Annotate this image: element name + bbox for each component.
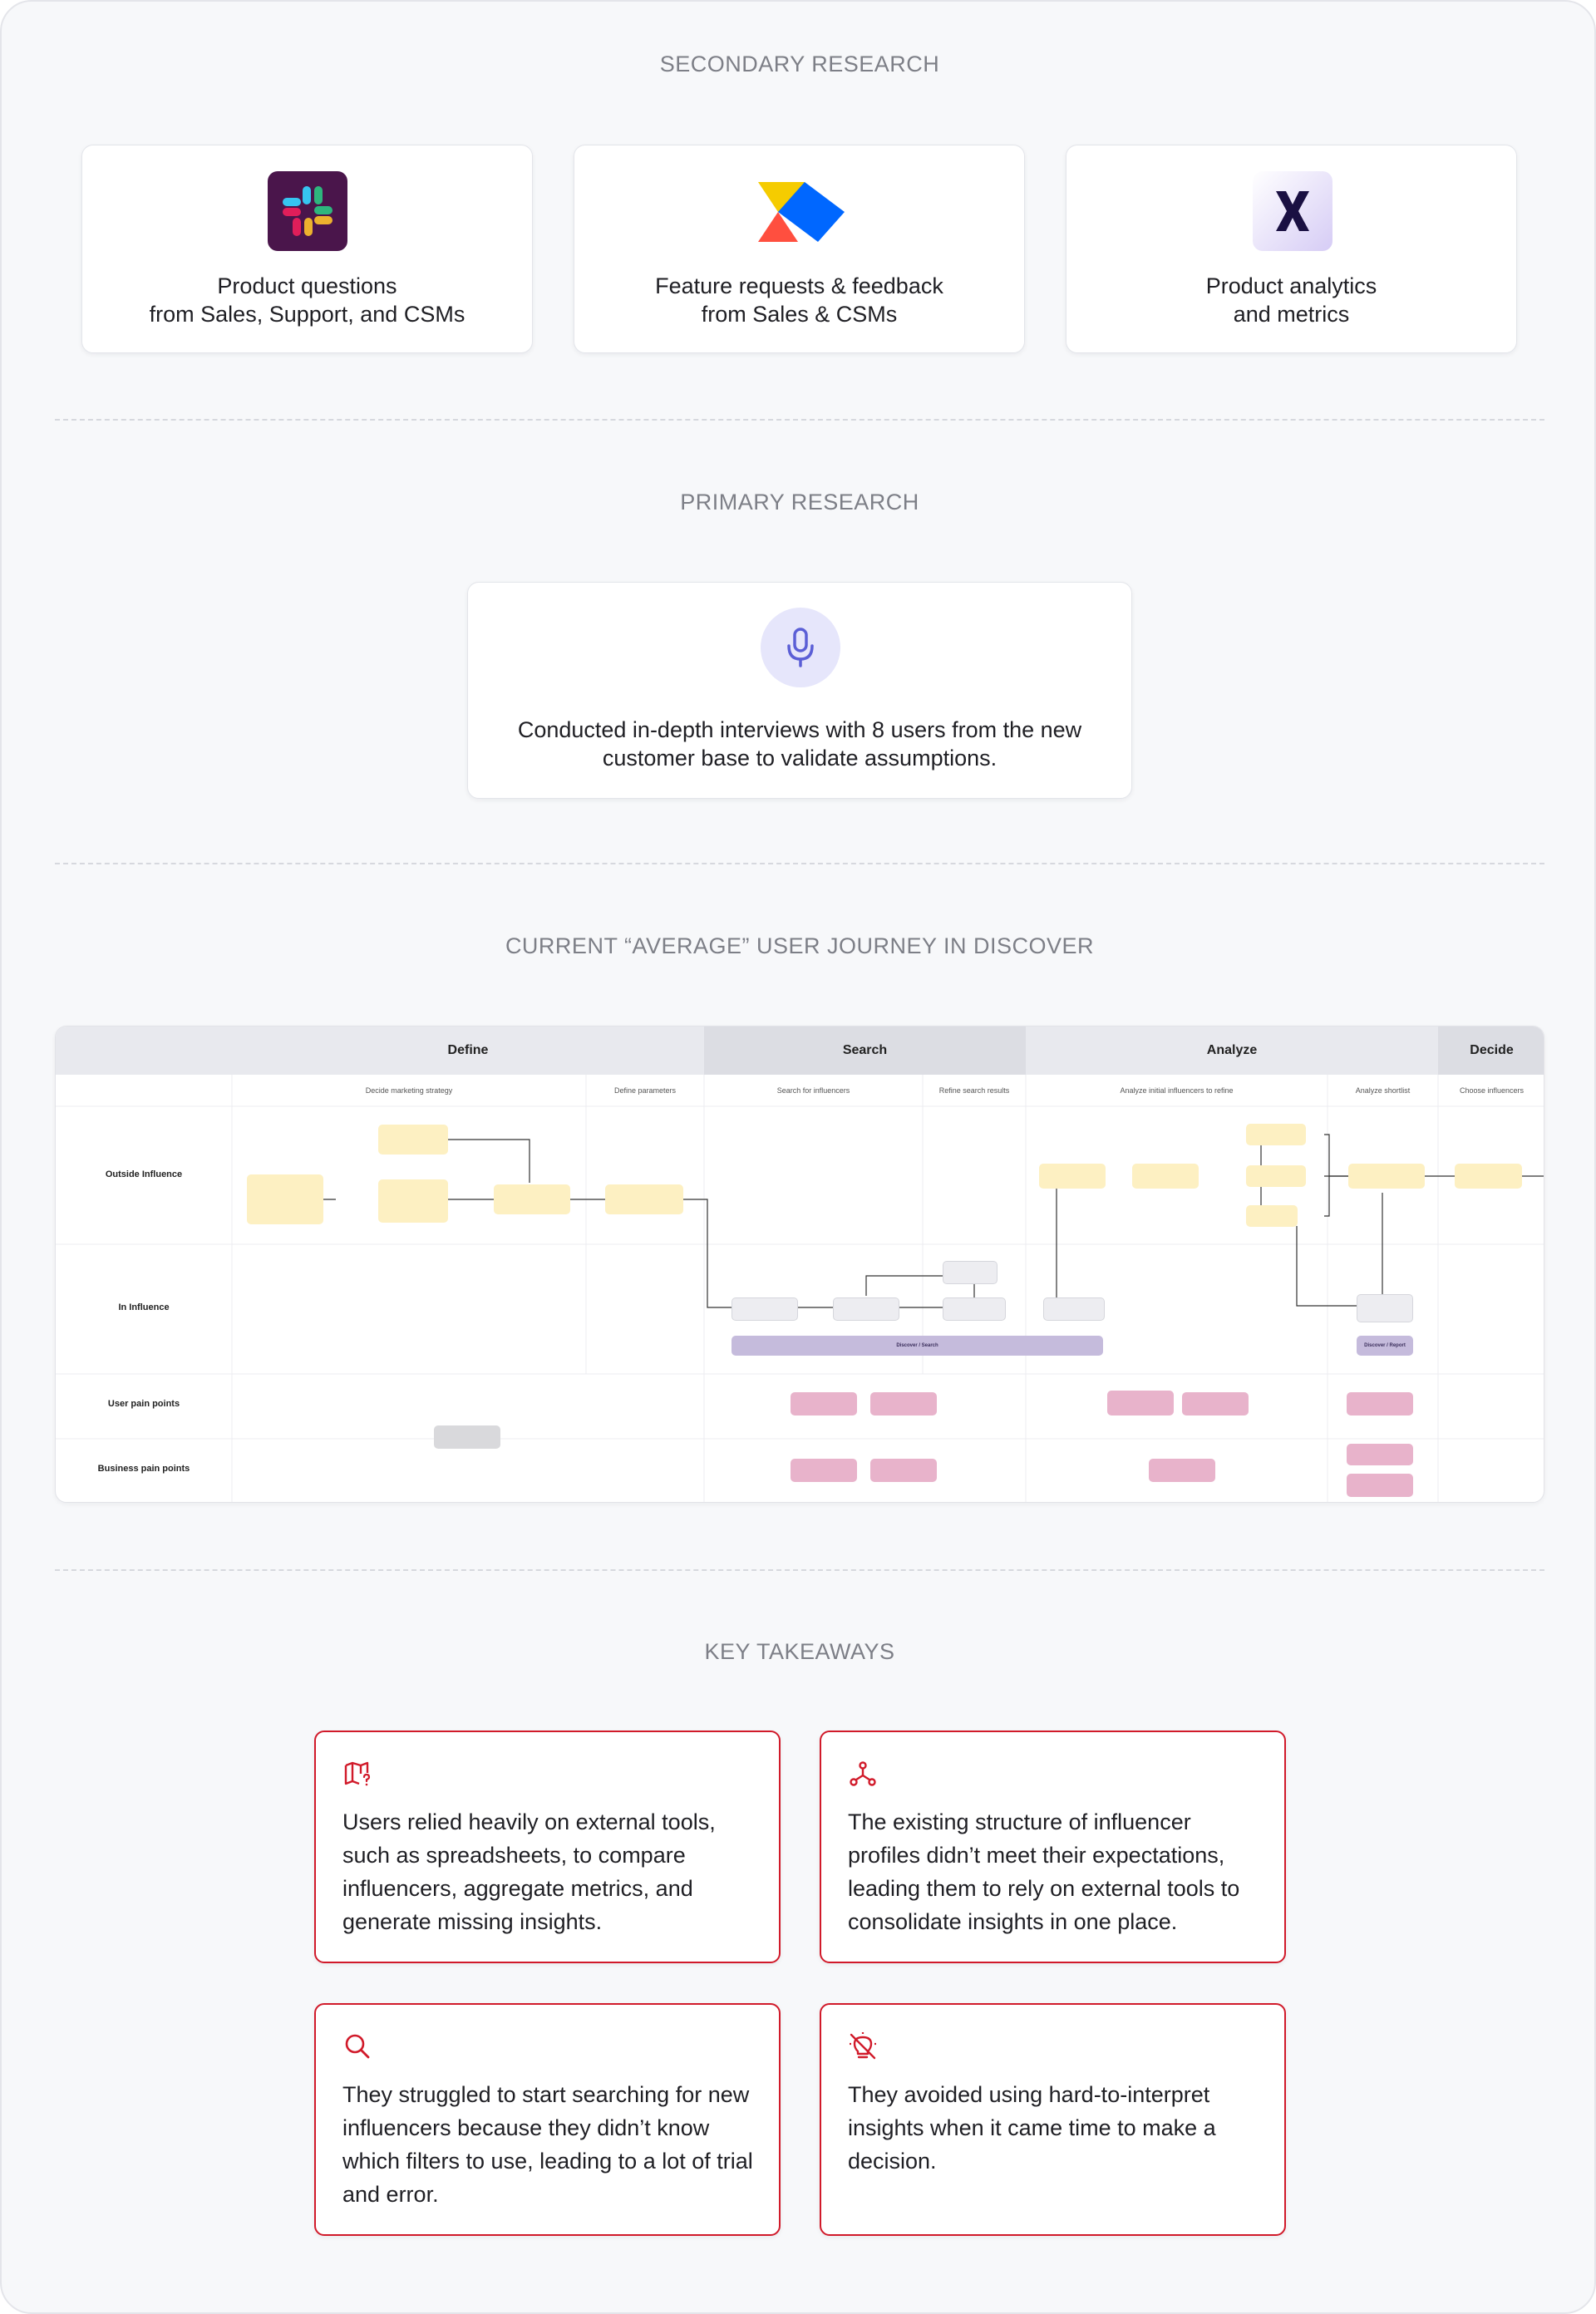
journey-step xyxy=(1132,1164,1199,1189)
network-nodes-icon xyxy=(850,1761,876,1786)
takeaway-text-3: They struggled to start searching for ne… xyxy=(342,2082,753,2207)
journey-map: Define Search Analyze Decide Decide mark… xyxy=(55,1026,1544,1503)
journey-step xyxy=(1246,1165,1306,1187)
journey-step xyxy=(378,1179,448,1223)
section-title-secondary: SECONDARY RESEARCH xyxy=(659,52,940,76)
business-pain-point xyxy=(1149,1459,1215,1482)
substage-3: Search for influencers xyxy=(776,1086,850,1095)
slack-logo-icon xyxy=(268,171,347,251)
journey-step xyxy=(247,1174,323,1224)
journey-step xyxy=(943,1261,998,1284)
journey-step xyxy=(1455,1164,1522,1189)
substage-1: Decide marketing strategy xyxy=(365,1086,453,1095)
takeaway-text-1: Users relied heavily on external tools, … xyxy=(342,1809,716,1934)
user-pain-point xyxy=(1107,1391,1174,1415)
stage-define: Define xyxy=(447,1043,489,1057)
journey-step xyxy=(1246,1205,1298,1227)
takeaway-text-2: The existing structure of influencer pro… xyxy=(848,1809,1240,1934)
mixpanel-logo-icon xyxy=(1253,171,1332,251)
section-title-journey: CURRENT “AVERAGE” USER JOURNEY IN DISCOV… xyxy=(505,933,1095,958)
user-pain-point xyxy=(1347,1392,1413,1415)
journey-step xyxy=(1246,1124,1306,1145)
takeaway-card-3: They struggled to start searching for ne… xyxy=(314,2003,781,2236)
section-title-primary: PRIMARY RESEARCH xyxy=(680,490,919,514)
substage-5: Analyze initial influencers to refine xyxy=(1120,1086,1234,1095)
takeaway-card-2: The existing structure of influencer pro… xyxy=(820,1731,1286,1963)
substage-2: Define parameters xyxy=(613,1086,677,1095)
substage-6: Analyze shortlist xyxy=(1355,1086,1411,1095)
card-slack-text: Product questions from Sales, Support, a… xyxy=(149,273,466,327)
business-pain-point xyxy=(791,1459,857,1482)
journey-step xyxy=(605,1184,683,1214)
row-in-influence: In Influence xyxy=(118,1302,170,1312)
business-pain-point xyxy=(870,1459,937,1482)
substage-4: Refine search results xyxy=(938,1086,1010,1095)
substage-7: Choose influencers xyxy=(1459,1086,1525,1095)
journey-grid xyxy=(56,1027,1544,1502)
divider-1 xyxy=(55,419,1544,421)
search-icon xyxy=(345,2034,370,2059)
card-mixpanel: Product analytics and metrics xyxy=(1066,145,1517,353)
takeaway-card-4: They avoided using hard-to-interpret ins… xyxy=(820,2003,1286,2236)
stage-analyze: Analyze xyxy=(1206,1043,1258,1057)
journey-step xyxy=(1357,1294,1413,1322)
divider-2 xyxy=(55,863,1544,864)
stage-search: Search xyxy=(842,1043,888,1057)
journey-step xyxy=(378,1125,448,1155)
card-interviews: Conducted in-depth interviews with 8 use… xyxy=(467,582,1132,799)
productboard-logo-icon xyxy=(758,182,845,242)
bar-discover-report: Discover / Report xyxy=(1357,1336,1413,1356)
takeaway-card-1: Users relied heavily on external tools, … xyxy=(314,1731,781,1963)
card-mixpanel-text: Product analytics and metrics xyxy=(1205,273,1377,327)
divider-3 xyxy=(55,1569,1544,1571)
user-pain-point xyxy=(1182,1392,1249,1415)
journey-step xyxy=(732,1297,798,1321)
journey-step xyxy=(943,1297,1006,1321)
business-pain-point xyxy=(1347,1444,1413,1465)
bulb-off-icon xyxy=(850,2032,876,2060)
map-question-icon xyxy=(344,1761,371,1786)
card-productboard: Feature requests & feedback from Sales &… xyxy=(574,145,1025,353)
card-productboard-text: Feature requests & feedback from Sales &… xyxy=(655,273,943,327)
row-outside-influence: Outside Influence xyxy=(105,1169,183,1179)
card-interviews-text: Conducted in-depth interviews with 8 use… xyxy=(517,717,1082,771)
journey-step xyxy=(1039,1164,1106,1189)
bar-discover-search: Discover / Search xyxy=(732,1336,1103,1356)
row-business-pain-points: Business pain points xyxy=(97,1464,190,1474)
stage-decide: Decide xyxy=(1470,1043,1514,1057)
journey-step xyxy=(494,1184,570,1214)
microphone-icon xyxy=(761,608,840,687)
pain-point-neutral xyxy=(434,1425,500,1449)
journey-step xyxy=(1043,1297,1105,1321)
user-pain-point xyxy=(791,1392,857,1415)
user-pain-point xyxy=(870,1392,937,1415)
business-pain-point xyxy=(1347,1474,1413,1497)
takeaway-text-4: They avoided using hard-to-interpret ins… xyxy=(848,2082,1216,2174)
section-title-takeaways: KEY TAKEAWAYS xyxy=(704,1639,895,1664)
journey-step xyxy=(1348,1164,1425,1189)
row-user-pain-points: User pain points xyxy=(107,1399,180,1409)
card-slack: Product questions from Sales, Support, a… xyxy=(81,145,533,353)
journey-step xyxy=(833,1297,899,1321)
